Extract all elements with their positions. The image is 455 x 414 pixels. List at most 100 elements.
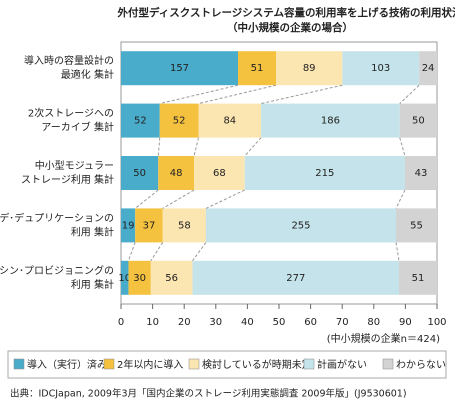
y-tick-label: 利用 集計: [71, 225, 114, 238]
note: (中小規模の企業n＝424): [327, 332, 440, 345]
connector: [399, 84, 420, 104]
value-label: 51: [251, 63, 264, 74]
connector: [157, 137, 161, 157]
legend-swatch: [303, 358, 315, 370]
bar-segment: [162, 208, 206, 243]
connector: [395, 189, 406, 209]
value-label: 56: [165, 273, 178, 284]
x-tick-label: 60: [304, 317, 317, 328]
bar-segment: [194, 156, 245, 190]
value-label: 68: [213, 168, 226, 179]
bar-segment: [396, 208, 437, 243]
bar-segment: [135, 208, 163, 243]
x-tick-label: 90: [399, 317, 412, 328]
legend-label: わからない: [396, 359, 446, 371]
bar-segment: [238, 51, 277, 86]
bar-segment: [261, 103, 400, 138]
value-label: 157: [170, 63, 189, 74]
bar-segment: [399, 103, 437, 138]
legend-label: 計画がない: [317, 358, 367, 371]
bar-segment: [159, 103, 199, 138]
legend-frame: [7, 350, 447, 379]
connector: [399, 137, 406, 157]
source: 出典：IDCJapan, 2009年3月「国内企業のストレージ利用実態調査 20…: [10, 388, 407, 400]
y-tick-label: 導入時の容量設計の: [24, 54, 114, 67]
bar-segment: [398, 260, 437, 295]
legend-swatch: [13, 358, 25, 370]
connector: [192, 242, 207, 262]
value-label: 24: [422, 63, 435, 74]
bar-segment: [121, 103, 160, 138]
value-label: 255: [291, 220, 310, 231]
connector: [205, 189, 245, 209]
value-label: 186: [321, 116, 340, 127]
value-label: 19: [122, 220, 135, 231]
connector: [193, 137, 199, 157]
y-tick-label: 最適化 集計: [61, 68, 114, 81]
x-tick-label: 50: [273, 317, 286, 328]
legend-swatch: [103, 358, 115, 370]
value-label: 103: [371, 63, 390, 74]
connector: [134, 189, 159, 209]
bar-segment: [276, 51, 343, 86]
connector: [244, 137, 262, 157]
x-tick-label: 70: [336, 317, 349, 328]
connector: [150, 242, 164, 262]
value-label: 84: [223, 116, 236, 127]
x-tick-label: 0: [118, 317, 124, 328]
y-tick-label: アーカイブ 集計: [41, 121, 114, 134]
value-label: 37: [143, 220, 156, 231]
value-label: 277: [286, 273, 305, 284]
y-tick-label: 利用 集計: [71, 278, 114, 291]
x-tick-label: 80: [367, 317, 380, 328]
value-label: 51: [412, 273, 425, 284]
y-tick-label: デ･デュプリケーションの: [0, 211, 114, 224]
y-tick-label: シン･プロビジョニングの: [0, 264, 114, 277]
x-tick-label: 30: [209, 317, 222, 328]
connector: [159, 84, 239, 105]
value-label: 10: [118, 273, 131, 284]
bar-segment: [150, 260, 193, 295]
chart-subtitle: （中小規模の企業の場合）: [227, 21, 353, 34]
bar-segment: [404, 156, 437, 190]
connector: [162, 189, 195, 209]
bar-segment: [205, 208, 397, 243]
bar-segment: [419, 51, 437, 86]
value-label: 52: [134, 116, 147, 127]
connector: [198, 84, 277, 105]
bar-segment: [121, 156, 159, 190]
value-label: 58: [178, 220, 191, 231]
value-label: 89: [303, 63, 316, 74]
x-tick-label: 20: [178, 317, 191, 328]
legend-label: 検討しているが時期未定: [202, 358, 312, 371]
bar-segment: [192, 260, 399, 295]
x-tick-label: 10: [146, 317, 159, 328]
value-label: 52: [173, 116, 186, 127]
x-tick-label: 40: [241, 317, 254, 328]
bar-segment: [121, 51, 239, 86]
value-label: 48: [170, 168, 183, 179]
connector: [127, 242, 136, 261]
value-label: 30: [133, 273, 146, 284]
bar-segment: [198, 103, 262, 138]
bar-segment: [121, 260, 129, 295]
y-tick-label: ストレージ利用 集計: [21, 173, 114, 186]
bar-segment: [121, 208, 136, 243]
bar-segment: [244, 156, 405, 190]
bar-segment: [128, 260, 151, 295]
bar-segment: [158, 156, 195, 190]
legend-swatch: [188, 358, 200, 370]
connector: [261, 84, 343, 105]
value-label: 55: [410, 220, 423, 231]
connector: [395, 242, 400, 261]
x-tick-label: 100: [427, 317, 446, 328]
value-label: 50: [412, 116, 425, 127]
value-label: 43: [415, 168, 428, 179]
chart-title: 外付型ディスクストレージシステム容量の利用率を上げる技術の利用状況: [117, 6, 455, 19]
legend-label: 導入（実行）済み: [27, 358, 107, 371]
legend-label: 2年以内に導入: [117, 358, 183, 371]
value-label: 215: [315, 168, 334, 179]
value-label: 50: [133, 168, 146, 179]
y-tick-label: 2次ストレージへの: [28, 107, 114, 120]
